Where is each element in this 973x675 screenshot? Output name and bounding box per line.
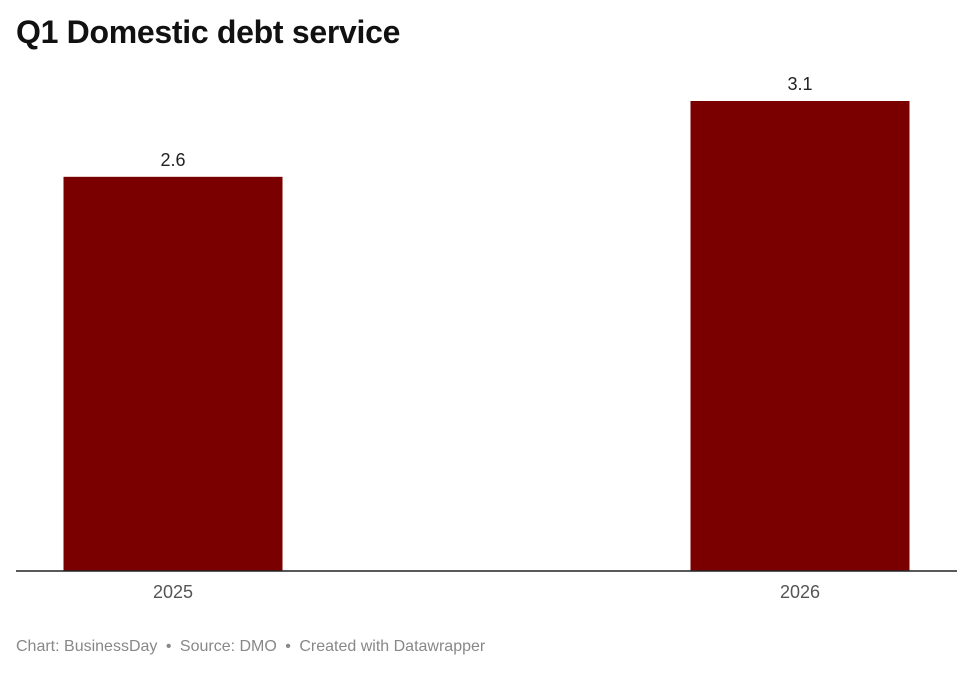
bar-2025 (63, 176, 283, 571)
bars-group (63, 101, 910, 571)
chart-footer: Chart: BusinessDay • Source: DMO • Creat… (16, 638, 485, 656)
chart-title: Q1 Domestic debt service (16, 14, 401, 50)
bar-2026 (690, 101, 910, 571)
x-tick-label-2026: 2026 (780, 582, 820, 602)
x-tick-label-2025: 2025 (153, 582, 193, 602)
created-with-credit: Created with Datawrapper (299, 638, 486, 655)
footer-separator: • (165, 638, 172, 655)
chart-source: Source: DMO (179, 638, 277, 655)
x-tick-labels-group: 2025 2026 (153, 582, 820, 602)
value-label-2025: 2.6 (160, 150, 185, 170)
value-labels-group: 2.6 3.1 (160, 74, 812, 170)
footer-separator: • (285, 638, 291, 655)
chart-credit: Chart: BusinessDay (16, 638, 158, 655)
value-label-2026: 3.1 (787, 74, 812, 94)
